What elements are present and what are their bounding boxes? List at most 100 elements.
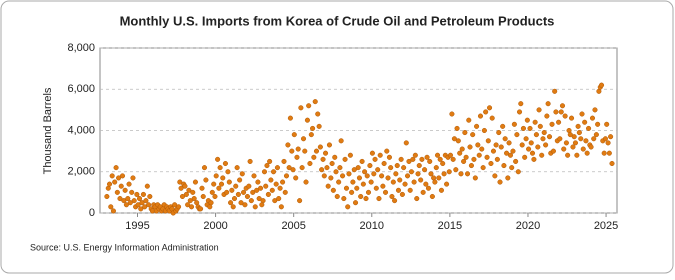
point xyxy=(316,123,322,129)
point xyxy=(449,111,455,117)
point xyxy=(299,165,305,171)
point xyxy=(379,173,385,179)
point xyxy=(116,175,122,181)
point xyxy=(570,144,576,150)
point xyxy=(222,160,228,167)
point xyxy=(359,158,365,164)
point xyxy=(225,169,231,175)
point xyxy=(134,191,140,197)
point xyxy=(505,175,511,181)
point xyxy=(235,191,241,197)
point xyxy=(489,115,495,121)
point xyxy=(540,136,546,142)
point xyxy=(410,156,416,162)
point xyxy=(230,204,236,210)
x-tick-label: 2015 xyxy=(438,220,462,232)
point xyxy=(213,173,219,179)
point xyxy=(404,173,411,179)
point xyxy=(281,158,287,164)
point xyxy=(109,173,115,179)
point xyxy=(427,158,433,164)
point xyxy=(571,134,577,140)
point xyxy=(136,196,143,202)
point xyxy=(142,204,148,210)
point xyxy=(231,196,238,202)
point xyxy=(407,187,413,193)
point xyxy=(552,88,558,94)
point xyxy=(531,156,537,162)
point xyxy=(567,132,573,138)
point xyxy=(179,193,186,200)
point xyxy=(287,115,293,121)
point xyxy=(108,204,114,210)
point xyxy=(211,181,217,187)
point xyxy=(466,117,472,123)
point xyxy=(312,99,318,105)
point xyxy=(450,156,456,162)
point xyxy=(561,146,567,152)
point xyxy=(290,167,296,173)
point xyxy=(365,189,372,195)
point xyxy=(572,140,579,146)
point xyxy=(315,111,321,117)
point xyxy=(382,189,389,195)
point xyxy=(363,196,369,202)
point xyxy=(320,156,326,162)
point xyxy=(420,189,426,195)
point xyxy=(575,123,581,129)
point xyxy=(244,193,250,200)
point xyxy=(276,196,282,202)
point xyxy=(528,140,534,146)
point xyxy=(518,101,524,107)
point xyxy=(293,175,299,181)
point xyxy=(543,142,549,148)
point xyxy=(520,125,526,131)
point xyxy=(588,144,594,150)
point xyxy=(186,187,192,193)
point xyxy=(604,121,610,127)
point xyxy=(369,150,375,156)
point xyxy=(122,187,128,193)
point xyxy=(252,204,258,210)
point xyxy=(138,206,144,212)
point xyxy=(341,196,347,202)
point xyxy=(336,179,342,185)
point xyxy=(208,200,214,206)
point xyxy=(277,185,283,191)
point xyxy=(322,150,329,156)
point xyxy=(601,150,607,156)
point xyxy=(183,191,189,197)
point xyxy=(502,136,508,142)
point xyxy=(326,142,332,148)
point xyxy=(286,165,292,171)
point xyxy=(397,177,403,183)
x-tick-label: 1995 xyxy=(125,220,149,232)
point xyxy=(270,169,277,175)
point xyxy=(280,179,286,185)
point xyxy=(526,146,532,152)
point xyxy=(514,132,520,138)
point xyxy=(408,169,414,175)
point xyxy=(215,156,221,162)
point xyxy=(609,160,615,167)
point xyxy=(511,121,517,127)
point xyxy=(529,150,536,156)
point xyxy=(593,132,599,138)
point xyxy=(347,152,353,158)
y-tick-label: 6,000 xyxy=(67,83,95,95)
point xyxy=(260,198,266,204)
point xyxy=(477,113,484,119)
point xyxy=(433,165,439,171)
point xyxy=(568,115,575,121)
point xyxy=(209,189,215,195)
point xyxy=(485,138,491,144)
point xyxy=(188,204,195,210)
point xyxy=(574,152,580,158)
point xyxy=(306,103,312,109)
point xyxy=(345,204,351,210)
point xyxy=(274,165,280,171)
point xyxy=(289,148,295,154)
point xyxy=(385,175,391,181)
point xyxy=(119,173,126,179)
